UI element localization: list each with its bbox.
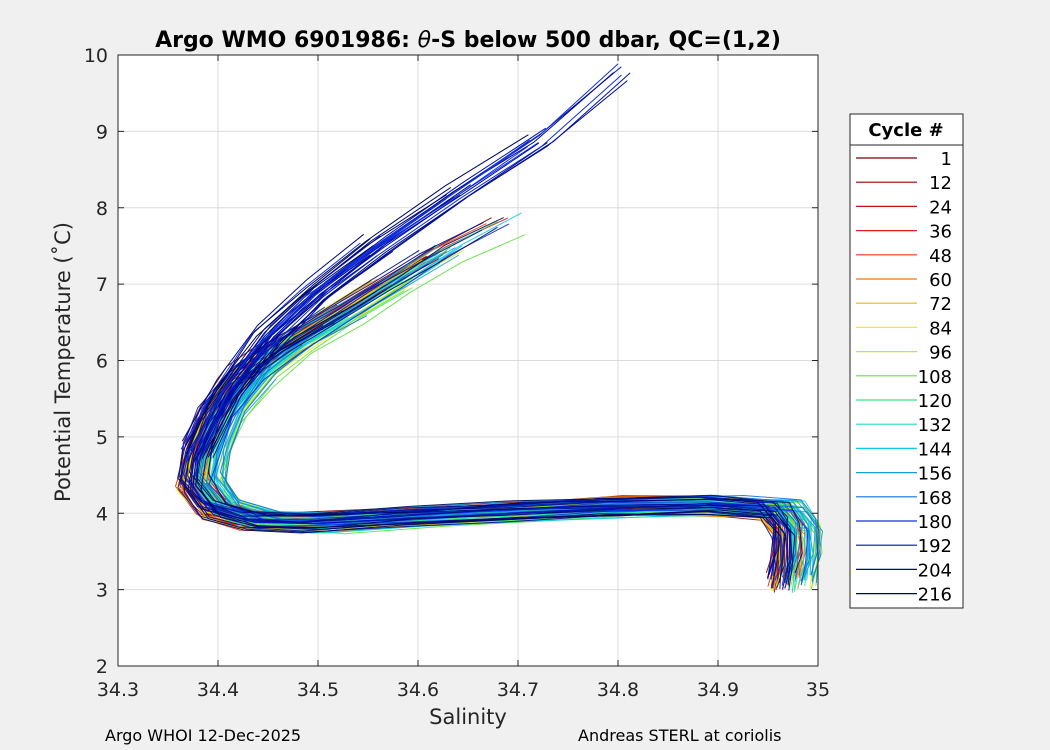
legend-label: 144 bbox=[918, 439, 952, 460]
ticks: 34.3 34.4 34.5 34.6 34.7 34.8 34.9 35 2 3 4 5 6 7 8 9 10 bbox=[84, 45, 830, 701]
y-tick-label: 10 bbox=[84, 45, 108, 67]
profile-line bbox=[187, 372, 780, 580]
legend-label: 180 bbox=[918, 512, 952, 533]
x-tick-label: 35 bbox=[806, 679, 830, 701]
y-tick-label: 5 bbox=[96, 427, 108, 449]
footer-right: Andreas STERL at coriolis bbox=[578, 726, 781, 745]
y-axis-label: Potential Temperature (˚C) bbox=[51, 222, 75, 502]
profile-line bbox=[187, 145, 529, 460]
x-tick-label: 34.5 bbox=[297, 679, 339, 701]
x-tick-label: 34.8 bbox=[597, 679, 639, 701]
profile-line bbox=[188, 335, 789, 572]
legend-box bbox=[849, 113, 964, 609]
x-axis-label: Salinity bbox=[429, 705, 507, 729]
x-tick-label: 34.4 bbox=[197, 679, 239, 701]
x-tick-label: 34.7 bbox=[497, 679, 539, 701]
x-tick-label: 34.3 bbox=[97, 679, 139, 701]
profile-line bbox=[194, 238, 371, 444]
y-tick-label: 2 bbox=[96, 656, 108, 678]
legend-label: 36 bbox=[929, 222, 952, 243]
legend-label: 96 bbox=[929, 343, 952, 364]
legend-label: 108 bbox=[918, 367, 952, 388]
legend: Cycle # 1 12 24 36 48 60 72 84 96 108 120 132 144 156… bbox=[849, 113, 964, 609]
legend-label: 216 bbox=[918, 585, 952, 606]
legend-label: 156 bbox=[918, 464, 952, 485]
profile-line bbox=[180, 242, 361, 450]
legend-label: 12 bbox=[929, 173, 952, 194]
profile-line bbox=[183, 324, 781, 589]
legend-entries: 1 12 24 36 48 60 72 84 96 108 120 132 144 156 168 180 19… bbox=[856, 149, 952, 606]
legend-label: 204 bbox=[918, 560, 952, 581]
chart-title: Argo WMO 6901986: θ-S below 500 dbar, QC… bbox=[155, 28, 781, 53]
x-tick-label: 34.9 bbox=[697, 679, 739, 701]
legend-label: 48 bbox=[929, 246, 952, 267]
profile-line bbox=[201, 74, 622, 458]
y-tick-label: 9 bbox=[96, 121, 108, 143]
data-lines bbox=[174, 63, 824, 593]
y-tick-label: 3 bbox=[96, 580, 108, 602]
profile-line bbox=[225, 315, 821, 582]
legend-label: 24 bbox=[929, 197, 952, 218]
legend-label: 168 bbox=[918, 488, 952, 509]
profile-line bbox=[202, 142, 540, 455]
legend-label: 60 bbox=[929, 270, 952, 291]
legend-label: 72 bbox=[929, 294, 952, 315]
profile-line bbox=[190, 186, 452, 449]
profile-line bbox=[200, 226, 796, 591]
legend-title: Cycle # bbox=[868, 120, 943, 141]
y-tick-label: 4 bbox=[96, 503, 108, 525]
profile-line bbox=[209, 72, 631, 457]
profile-line bbox=[184, 134, 529, 447]
y-tick-label: 6 bbox=[96, 351, 108, 373]
legend-label: 132 bbox=[918, 415, 952, 436]
legend-label: 1 bbox=[941, 149, 952, 170]
profile-line bbox=[185, 194, 447, 455]
profile-line bbox=[196, 373, 792, 585]
profile-line bbox=[189, 139, 530, 455]
profile-line bbox=[193, 258, 374, 463]
profile-line bbox=[207, 217, 803, 574]
footer-left: Argo WHOI 12-Dec-2025 bbox=[105, 726, 301, 745]
profile-line bbox=[200, 194, 461, 456]
legend-label: 84 bbox=[929, 318, 952, 339]
y-tick-label: 8 bbox=[96, 198, 108, 220]
x-tick-label: 34.6 bbox=[397, 679, 439, 701]
profile-line bbox=[180, 374, 775, 580]
legend-label: 120 bbox=[918, 391, 952, 412]
profile-line bbox=[181, 233, 365, 442]
legend-label: 192 bbox=[918, 536, 952, 557]
y-tick-label: 7 bbox=[96, 274, 108, 296]
